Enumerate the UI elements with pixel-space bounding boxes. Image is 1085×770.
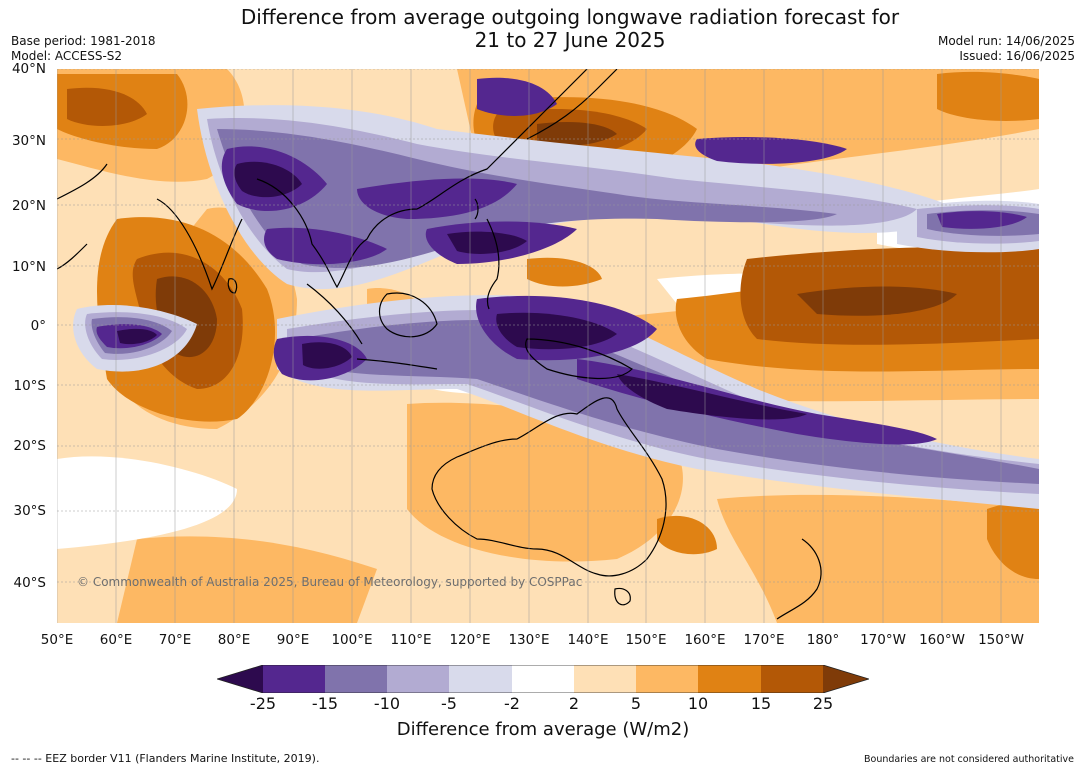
colorbar-swatch — [325, 665, 387, 693]
tasmania-coast — [614, 587, 631, 606]
lon-label: 130°E — [508, 632, 550, 648]
colorbar-tick: -5 — [441, 694, 457, 713]
colorbar-swatch — [698, 665, 761, 693]
colorbar-swatch — [761, 665, 823, 693]
olr-anomaly-map — [57, 69, 1039, 623]
lon-label: 170°W — [860, 632, 906, 648]
map-canvas — [57, 69, 1039, 623]
colorbar-swatch — [449, 665, 512, 693]
colorbar-title: Difference from average (W/m2) — [396, 719, 690, 740]
colorbar-tick: 10 — [687, 694, 709, 713]
lon-label: 160°W — [919, 632, 965, 648]
new-zealand-coast — [776, 538, 822, 620]
colorbar-swatch — [574, 665, 636, 693]
lon-label: 120°E — [449, 632, 491, 648]
map-title-line2: 21 to 27 June 2025 — [474, 28, 666, 52]
lon-label: 170°E — [743, 632, 785, 648]
philippines-coast — [486, 218, 500, 310]
lat-label: 30°N — [11, 133, 46, 149]
colorbar-swatch — [636, 665, 698, 693]
lat-label: 40°N — [11, 61, 46, 77]
lon-label: 150°W — [978, 632, 1024, 648]
boundary-disclaimer: Boundaries are not considered authoritat… — [864, 754, 1074, 765]
colorbar — [215, 664, 871, 694]
map-title-line1: Difference from average outgoing longwav… — [240, 5, 900, 29]
model-run-label: Model run: 14/06/2025 — [937, 34, 1075, 48]
colorbar-extend-high — [823, 665, 869, 693]
base-period-label: Base period: 1981-2018 — [11, 34, 156, 48]
japan-coast — [526, 69, 618, 140]
colorbar-tick: -15 — [311, 694, 339, 713]
coastlines — [57, 69, 822, 620]
lon-label: 50°E — [40, 632, 74, 648]
lon-label: 90°E — [276, 632, 310, 648]
sumatra-coast — [306, 283, 363, 345]
colorbar-tick: -25 — [249, 694, 277, 713]
colorbar-tick: 15 — [750, 694, 772, 713]
lon-label: 110°E — [390, 632, 432, 648]
lat-label: 30°S — [13, 503, 47, 519]
new-guinea-coast — [525, 338, 633, 379]
colorbar-extend-low — [217, 665, 263, 693]
india-coast — [156, 198, 243, 291]
borneo-coast — [378, 292, 438, 338]
lat-label: 0° — [30, 318, 46, 334]
lon-label: 80°E — [217, 632, 251, 648]
lon-label: 180° — [806, 632, 840, 648]
lat-label: 20°S — [13, 438, 47, 454]
lon-label: 100°E — [331, 632, 373, 648]
colorbar-tick: 25 — [812, 694, 834, 713]
lon-label: 140°E — [567, 632, 609, 648]
lat-label: 10°N — [11, 259, 46, 275]
colorbar-swatch — [263, 665, 325, 693]
copyright-note: © Commonwealth of Australia 2025, Bureau… — [77, 575, 583, 589]
colorbar-tick: -10 — [373, 694, 401, 713]
taiwan-coast — [474, 198, 479, 220]
colorbar-tick: 2 — [568, 694, 580, 713]
lon-label: 150°E — [625, 632, 667, 648]
lat-label: 10°S — [13, 378, 47, 394]
graticule — [57, 69, 1039, 623]
lon-label: 160°E — [684, 632, 726, 648]
colorbar-swatch — [512, 665, 574, 693]
colorbar-graphic — [215, 664, 871, 694]
colorbar-tick: 5 — [630, 694, 642, 713]
java-coast — [356, 358, 438, 370]
issued-label: Issued: 16/06/2025 — [959, 49, 1075, 63]
lat-label: 20°N — [11, 198, 46, 214]
colorbar-swatch — [387, 665, 449, 693]
lon-label: 70°E — [158, 632, 192, 648]
lon-label: 60°E — [99, 632, 133, 648]
lat-label: 40°S — [13, 575, 47, 591]
eez-border-note: -- -- -- EEZ border V11 (Flanders Marine… — [11, 752, 320, 765]
model-label: Model: ACCESS-S2 — [11, 49, 123, 63]
australia-coast — [431, 397, 667, 577]
sri-lanka-coast — [227, 278, 238, 294]
colorbar-tick: -2 — [504, 694, 520, 713]
arabia-africa-coast — [57, 163, 108, 270]
asia-coast — [256, 69, 588, 289]
